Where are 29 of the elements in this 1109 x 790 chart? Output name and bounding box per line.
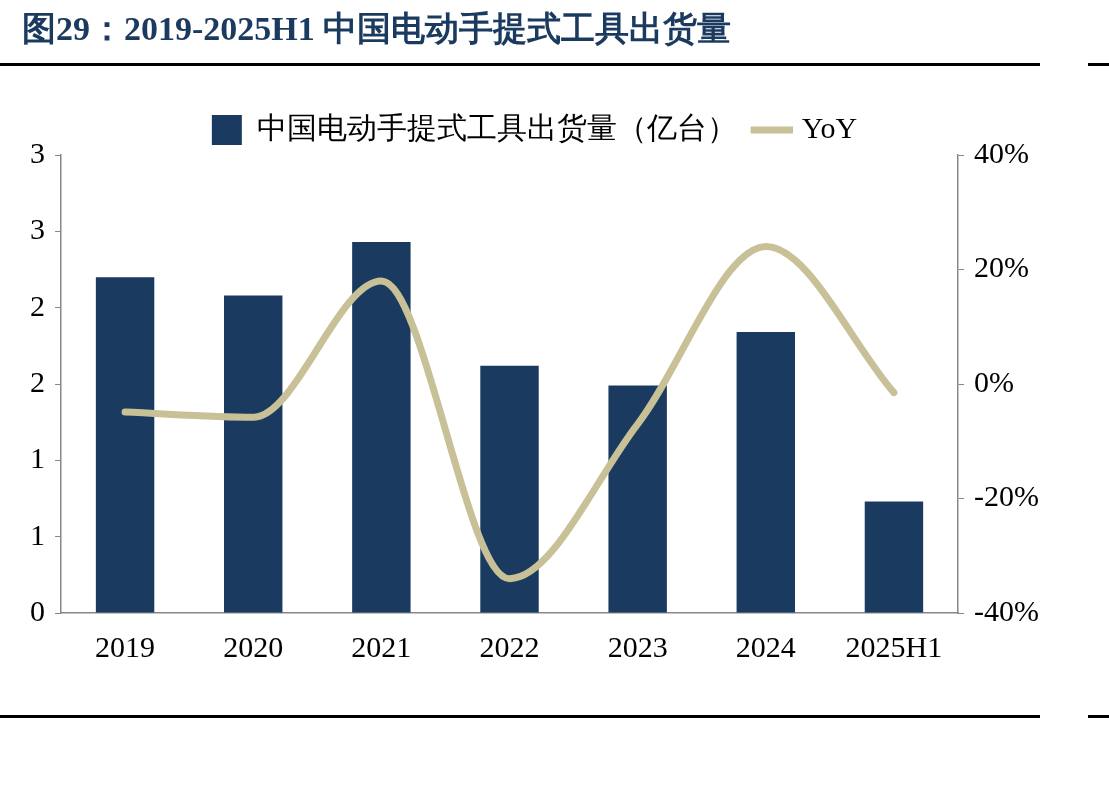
bar (608, 385, 667, 613)
bar (480, 365, 539, 613)
y-tick-label: 0 (30, 593, 45, 627)
x-tick-label: 2020 (223, 629, 284, 663)
y2-tick-label: 40% (974, 135, 1030, 169)
y2-tick-label: -40% (974, 593, 1039, 627)
chart-title: 图29：2019-2025H1 中国电动手提式工具出货量 (22, 9, 732, 49)
y2-tick-label: 20% (974, 250, 1030, 284)
x-tick-label: 2023 (607, 629, 668, 663)
y2-tick-label: -20% (974, 479, 1039, 513)
x-tick-label: 2024 (735, 629, 796, 663)
bar (864, 501, 924, 613)
y2-tick-label: 0% (974, 364, 1015, 398)
y-tick-label: 2 (30, 364, 45, 398)
y-tick-label: 3 (30, 212, 45, 246)
x-tick-label: 2022 (479, 629, 540, 663)
y-tick-label: 1 (30, 517, 45, 551)
y-tick-label: 2 (30, 288, 45, 322)
bar (352, 242, 411, 613)
bar (736, 332, 796, 613)
x-tick-label: 2025H1 (845, 629, 943, 663)
y-tick-label: 3 (30, 135, 45, 169)
y-tick-label: 1 (30, 441, 45, 475)
legend-label: 中国电动手提式工具出货量（亿台） (256, 110, 737, 144)
x-tick-label: 2019 (95, 629, 156, 663)
legend-label: YoY (801, 110, 858, 144)
bar (95, 277, 155, 613)
bar (224, 295, 283, 613)
x-tick-label: 2021 (351, 629, 412, 663)
